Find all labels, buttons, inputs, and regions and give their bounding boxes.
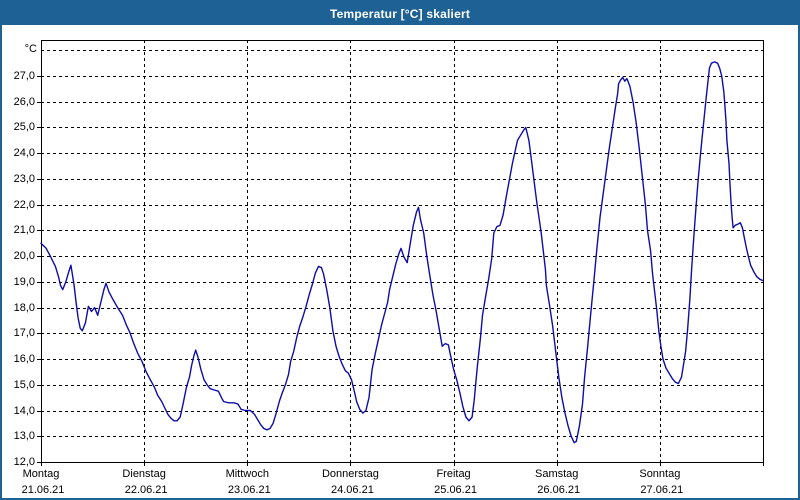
x-day-name-label: Donnerstag [322,468,379,480]
x-day-name-label: Montag [23,468,60,480]
x-day-name-label: Sonntag [639,468,680,480]
window-title: Temperatur [°C] skaliert [330,7,470,21]
x-day-name-label: Samstag [535,468,578,480]
x-day-date-label: 27.06.21 [640,484,683,496]
window-titlebar: Temperatur [°C] skaliert [2,2,798,25]
x-day-name-label: Mittwoch [226,468,269,480]
chart-window: Temperatur [°C] skaliert °C 12,0 13,0 14,0… [0,0,800,500]
x-day-date-label: 24.06.21 [331,484,374,496]
x-day-date-label: 21.06.21 [22,484,65,496]
x-day-name-label: Freitag [436,468,470,480]
y-tick-label: 27,0 [14,70,35,82]
x-day-date-label: 26.06.21 [537,484,580,496]
y-tick-label: 21,0 [14,224,35,236]
y-tick-label: 18,0 [14,302,35,314]
x-day-date-label: 23.06.21 [228,484,271,496]
y-tick-label: 13,0 [14,430,35,442]
x-day-name-label: Dienstag [122,468,165,480]
chart-plot-area: °C 12,0 13,0 14,0 15,0 16,0 17,0 18,0 19,0 20,0 2… [2,25,798,498]
x-day-date-label: 25.06.21 [434,484,477,496]
y-tick-label: 15,0 [14,379,35,391]
y-tick-label: 25,0 [14,121,35,133]
y-tick-label: 17,0 [14,327,35,339]
x-day-date-label: 22.06.21 [125,484,168,496]
y-tick-label: 16,0 [14,353,35,365]
y-tick-label: 22,0 [14,199,35,211]
y-tick-label: 23,0 [14,173,35,185]
temperature-chart-svg [2,25,798,498]
y-tick-label: 26,0 [14,96,35,108]
y-tick-label: 12,0 [14,456,35,468]
y-tick-label: 14,0 [14,405,35,417]
y-tick-label: 19,0 [14,276,35,288]
y-tick-label: 20,0 [14,250,35,262]
y-tick-label: 24,0 [14,147,35,159]
y-axis-unit-label: °C [25,43,37,55]
